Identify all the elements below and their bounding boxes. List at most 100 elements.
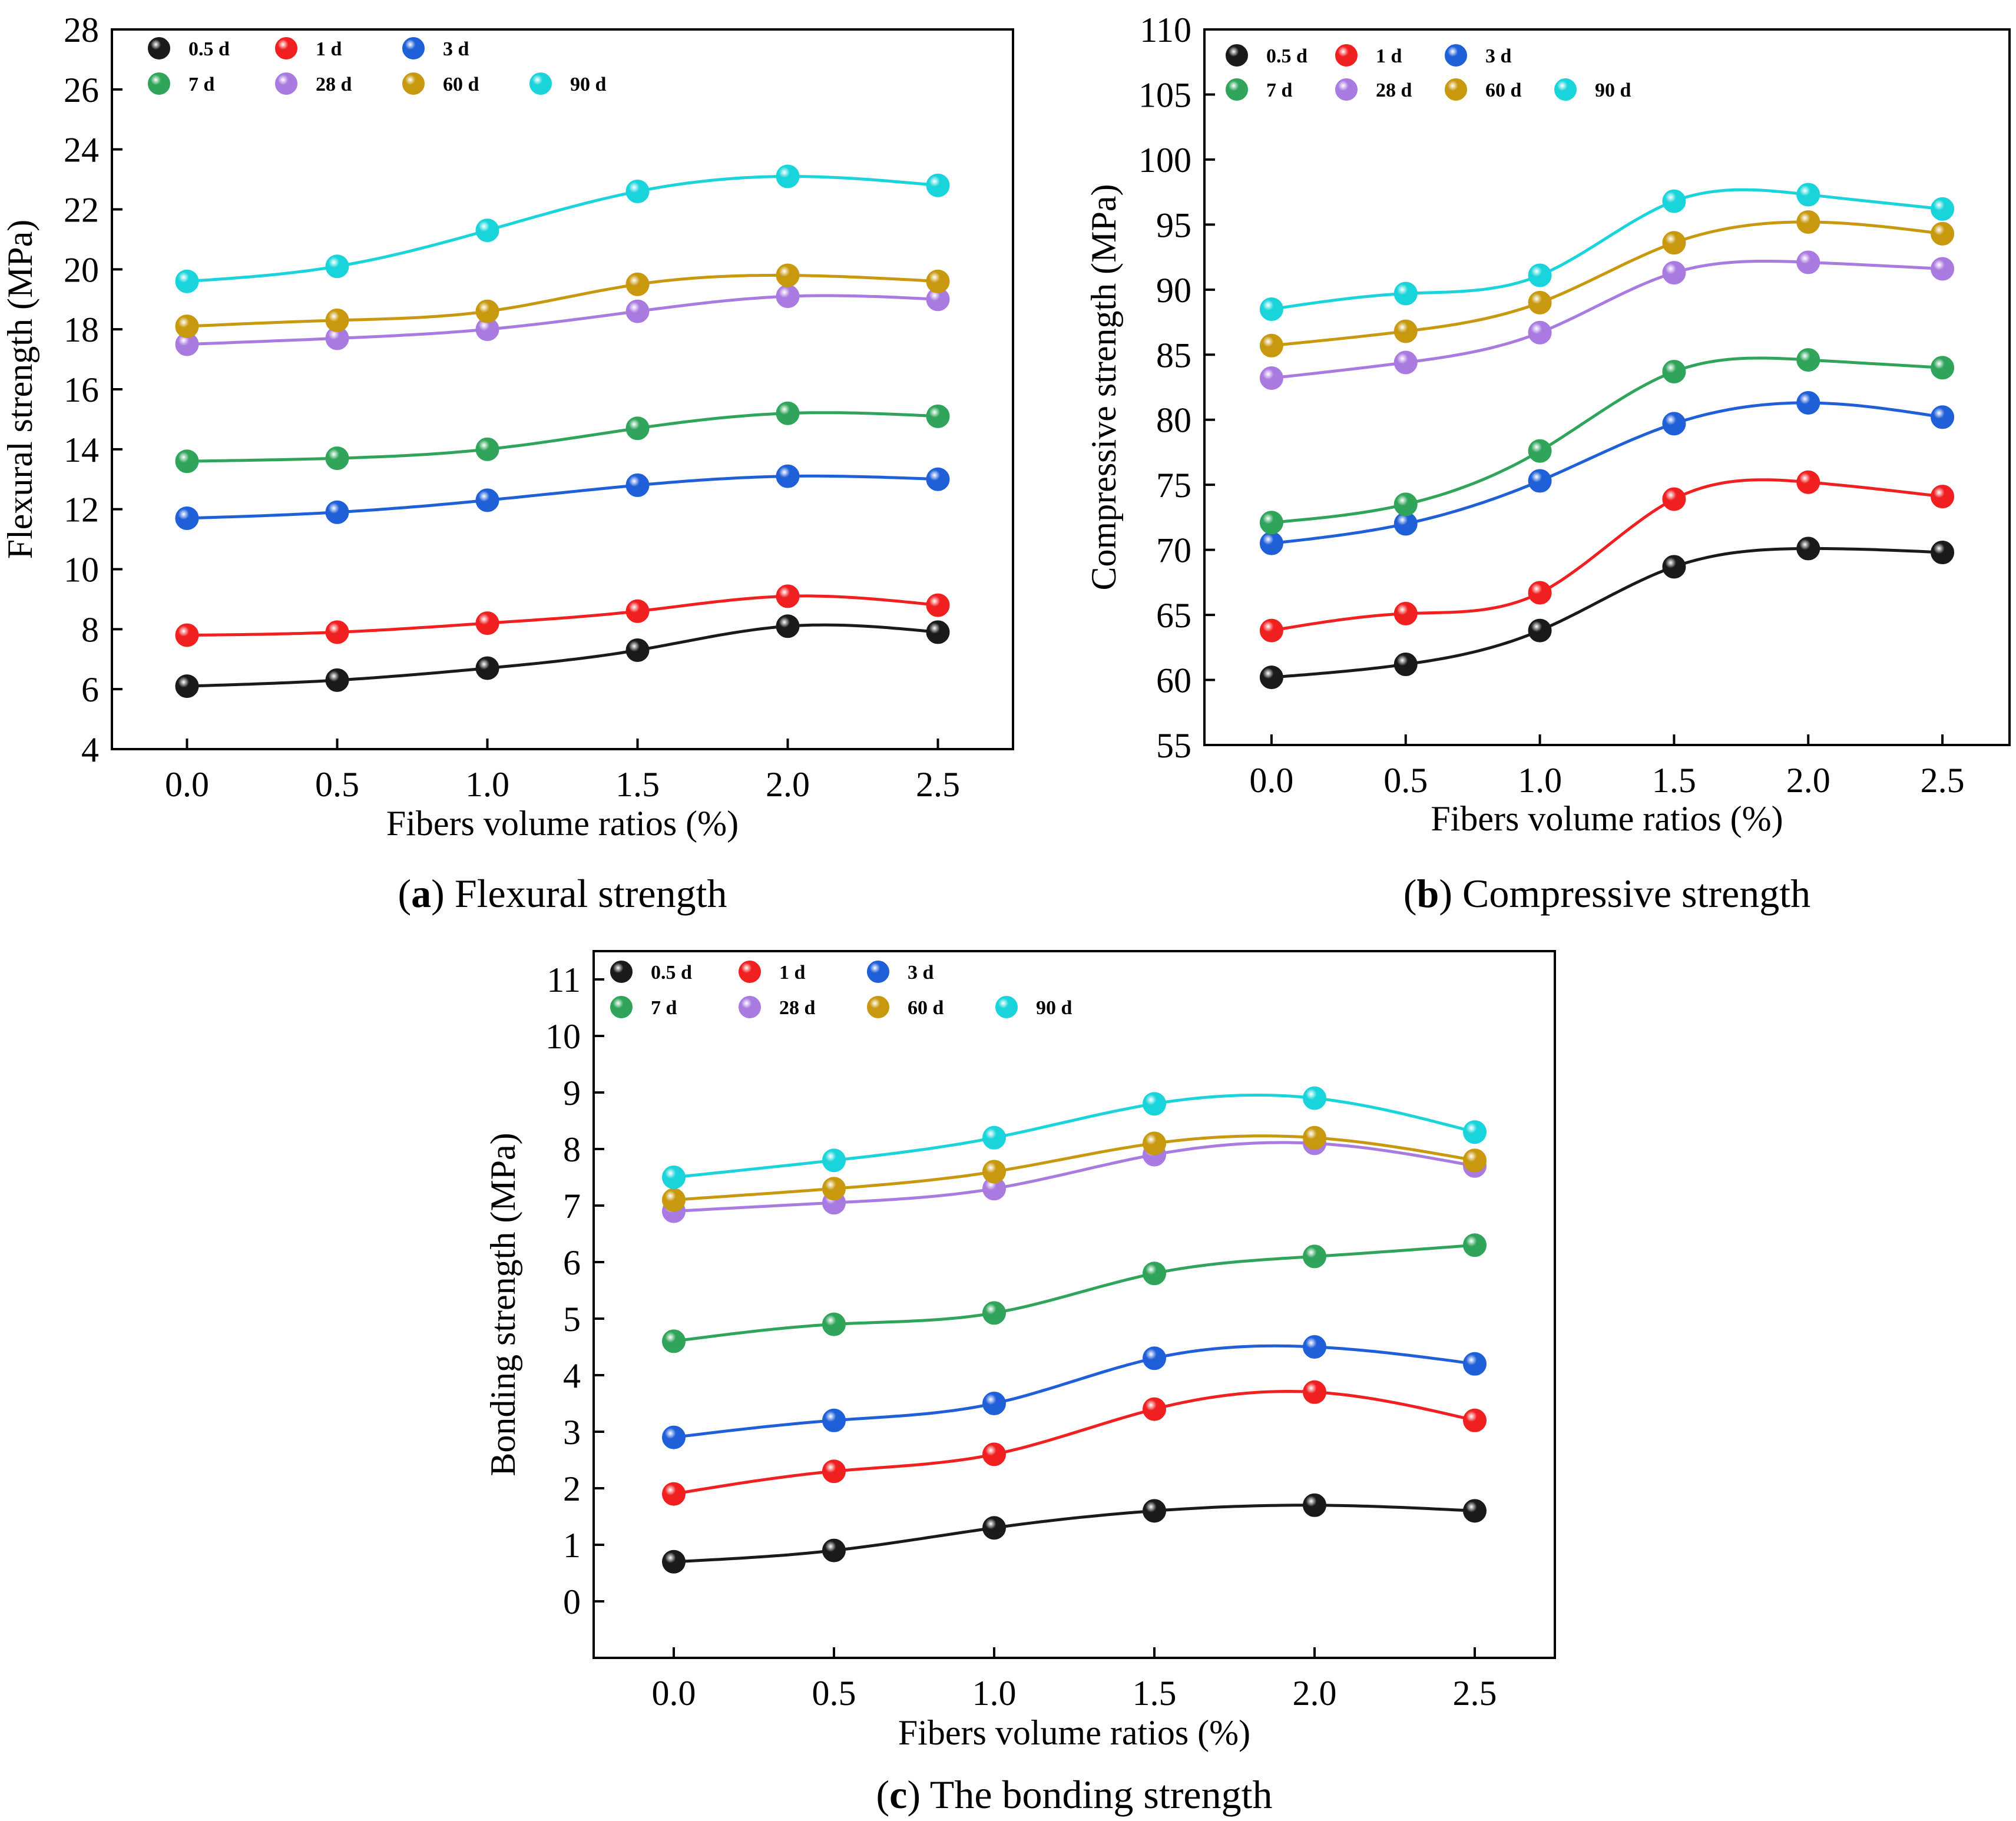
data-point-1-d [1303,1380,1326,1404]
legend-label-90-d: 90 d [570,74,607,95]
series-line-28-d [187,294,938,346]
legend-label-60-d: 60 d [908,997,944,1019]
plot-frame [1203,28,2011,746]
y-tick-label: 6 [81,670,99,709]
data-point-1-d [982,1442,1006,1466]
data-point-60-d [822,1177,846,1201]
data-point-0-5-d [982,1516,1006,1540]
data-point-60-d [1931,221,1955,246]
legend-label-0-5-d: 0.5 d [188,38,230,60]
series-line-0-5-d [1271,547,1943,679]
data-point-7-d [1393,492,1418,516]
data-point-0-5-d [1303,1493,1326,1517]
data-point-0-5-d [776,614,800,638]
data-point-3-d [625,473,650,497]
plot-frame [111,28,1014,750]
y-tick-label: 22 [64,191,99,230]
data-point-7-d [926,404,950,428]
y-tick-label: 60 [1156,661,1191,700]
data-point-1-d [822,1459,846,1484]
legend-label-7-d: 7 d [188,74,215,95]
caption-text: Compressive strength [1462,871,1810,916]
data-point-7-d [1303,1244,1326,1269]
data-point-7-d [175,449,199,474]
data-point-7-d [325,446,349,471]
data-point-60-d [175,314,199,339]
series-line-90-d [1271,188,1943,311]
data-point-60-d [1393,319,1418,343]
data-point-7-d [1143,1262,1166,1286]
x-tick-label: 0.0 [165,765,209,804]
series-line-90-d [673,1094,1475,1179]
data-point-3-d [1528,469,1552,493]
y-axis-label: Flexural strength (MPa) [1,220,39,559]
y-tick-label: 11 [547,961,581,999]
legend-label-3-d: 3 d [908,962,934,984]
legend-label-7-d: 7 d [651,997,677,1019]
data-point-90-d [1393,282,1418,306]
x-axis-label: Fibers volume ratios (%) [386,804,739,843]
legend-label-28-d: 28 d [316,74,352,95]
series-line-1-d [673,1389,1475,1496]
legend-label-60-d: 60 d [443,74,479,95]
legend-label-3-d: 3 d [1485,45,1512,67]
data-point-7-d [776,401,800,425]
y-tick-label: 28 [64,11,99,49]
data-point-3-d [1143,1346,1166,1370]
y-tick-label: 14 [64,431,99,469]
y-tick-label: 9 [563,1074,581,1113]
caption-text: The bonding strength [930,1772,1273,1817]
legend-marker-60-d [867,996,889,1018]
legend-marker-60-d [402,72,425,95]
data-point-3-d [926,467,950,491]
data-point-1-d [175,623,199,647]
data-point-1-d [926,593,950,617]
data-point-1-d [1662,487,1686,511]
series-line-3-d [673,1344,1475,1439]
y-tick-label: 5 [563,1300,581,1339]
y-tick-label: 80 [1156,401,1191,440]
series-line-7-d [673,1243,1475,1343]
legend-marker-7-d [610,996,633,1018]
panel-caption: (a) Flexural strength [398,871,727,916]
data-point-1-d [1796,470,1820,494]
series-line-7-d [187,411,938,463]
data-point-0-5-d [1662,555,1686,579]
y-tick-label: 10 [64,551,99,590]
data-point-0-5-d [1143,1499,1166,1523]
data-point-3-d [325,500,349,524]
legend-label-90-d: 90 d [1595,80,1631,101]
x-tick-label: 2.0 [766,765,810,804]
series-line-60-d [187,273,938,328]
data-point-90-d [175,269,199,293]
data-point-3-d [1662,412,1686,436]
data-point-3-d [1463,1352,1487,1376]
x-tick-label: 0.0 [652,1674,696,1713]
y-tick-label: 105 [1138,75,1191,114]
legend-label-28-d: 28 d [779,997,816,1019]
legend-marker-90-d [995,996,1018,1018]
data-point-28-d [776,284,800,309]
series-line-3-d [1271,401,1943,545]
y-tick-label: 18 [64,310,99,349]
data-point-90-d [822,1148,846,1173]
data-point-60-d [1528,290,1552,314]
x-axis-label: Fibers volume ratios (%) [1431,799,1783,838]
chart-panel-a: 4 6 8 10 12 14 16 18 20 22 24 26 28 0.0 0.5 1.0 1.5 2.0 2.… [1,11,1014,916]
legend-marker-90-d [1554,78,1577,101]
y-tick-label: 24 [64,131,99,170]
x-axis-label: Fibers volume ratios (%) [898,1713,1250,1752]
data-point-90-d [625,179,650,203]
legend-label-60-d: 60 d [1485,80,1522,101]
data-point-7-d [1931,356,1955,380]
data-point-7-d [1259,511,1283,535]
legend-marker-60-d [1445,78,1467,101]
data-point-7-d [475,437,499,461]
data-point-7-d [662,1329,686,1353]
x-tick-label: 2.5 [1453,1674,1497,1713]
legend-marker-28-d [1335,78,1358,101]
caption-letter: a [411,871,431,916]
data-point-0-5-d [1931,541,1955,565]
legend-marker-90-d [529,72,552,95]
x-tick-label: 1.5 [615,765,660,804]
